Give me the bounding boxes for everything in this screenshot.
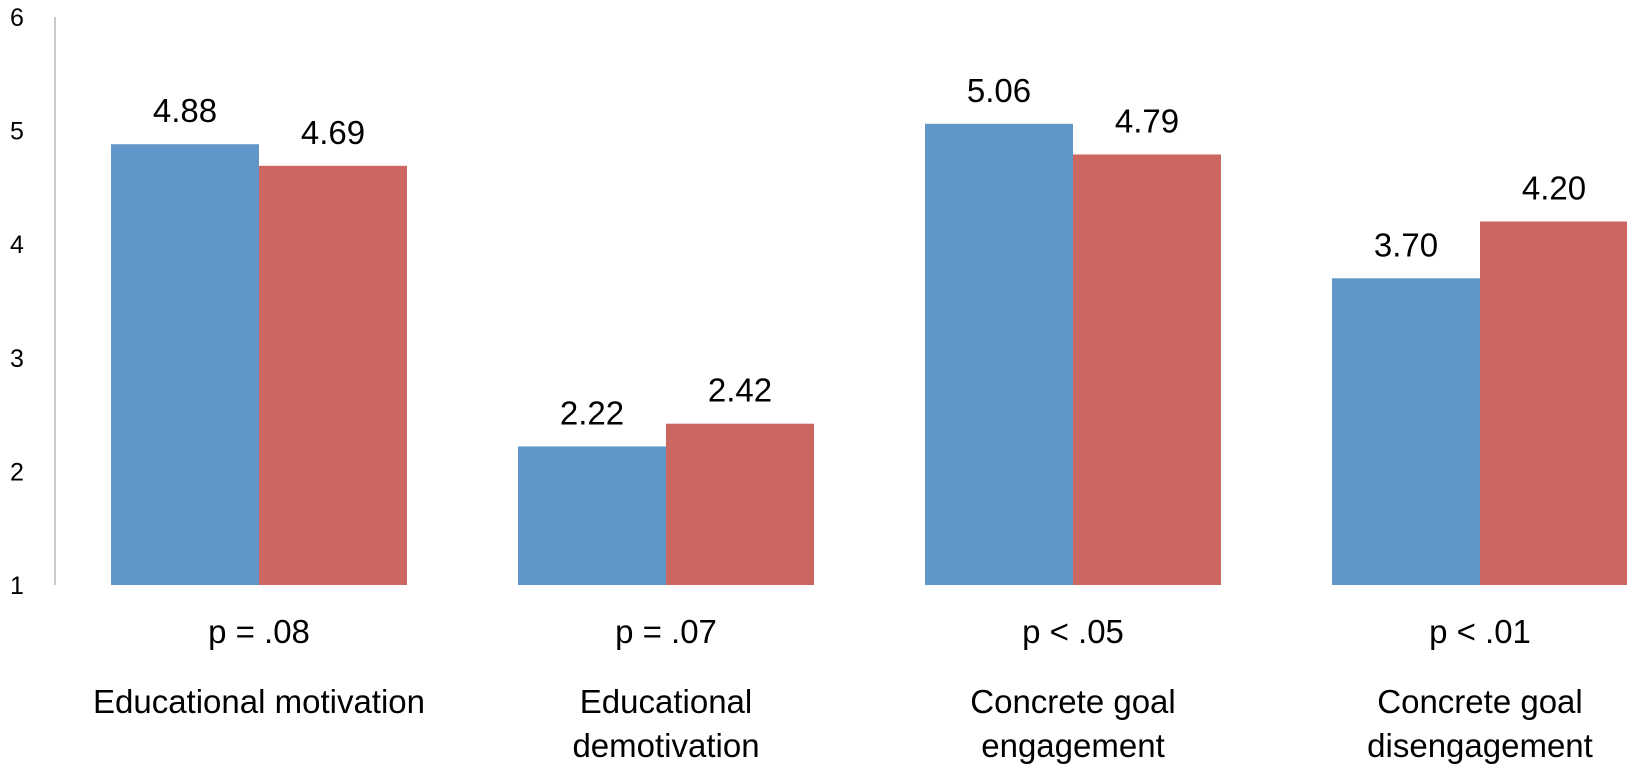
p-value-label: p < .05 [1022, 613, 1124, 650]
category-label: demotivation [572, 727, 759, 764]
bar-value-label: 4.20 [1522, 169, 1586, 206]
p-value-label: p = .07 [615, 613, 717, 650]
category-label: Concrete goal [970, 683, 1175, 720]
category-label: Educational [580, 683, 752, 720]
bar [1332, 278, 1480, 585]
p-value-labels: p = .08 p = .07 p < .05 p < .01 [208, 613, 1531, 650]
bar [1480, 221, 1627, 586]
bar-value-label: 4.88 [153, 92, 217, 129]
y-axis: 1 2 3 4 5 6 [10, 4, 56, 600]
bar-value-label: 4.79 [1115, 102, 1179, 139]
data-labels: 4.88 2.22 5.06 3.70 4.69 2.42 4.79 4.20 [153, 72, 1586, 432]
bar-value-label: 2.22 [560, 394, 624, 431]
bar [1073, 154, 1221, 585]
bar [666, 423, 814, 585]
bar-value-label: 2.42 [708, 372, 772, 409]
category-label: engagement [981, 727, 1164, 764]
y-tick-label: 3 [10, 345, 24, 373]
category-label: disengagement [1367, 727, 1593, 764]
bars [111, 123, 1627, 586]
y-tick-label: 4 [10, 231, 24, 259]
y-tick-label: 1 [10, 572, 24, 600]
y-tick-label: 6 [10, 4, 24, 32]
p-value-label: p < .01 [1429, 613, 1531, 650]
y-tick-label: 2 [10, 458, 24, 486]
bar [259, 165, 407, 586]
category-label: Educational motivation [93, 683, 425, 720]
bar [518, 446, 666, 585]
bar-value-label: 5.06 [967, 72, 1031, 109]
category-labels: Educational motivation Educational demotiv… [93, 683, 1593, 764]
bar [925, 123, 1073, 585]
category-label: Concrete goal [1377, 683, 1582, 720]
y-tick-label: 5 [10, 118, 24, 146]
bar [111, 144, 259, 585]
bar-value-label: 4.69 [301, 114, 365, 151]
p-value-label: p = .08 [208, 613, 310, 650]
bar-value-label: 3.70 [1374, 226, 1438, 263]
